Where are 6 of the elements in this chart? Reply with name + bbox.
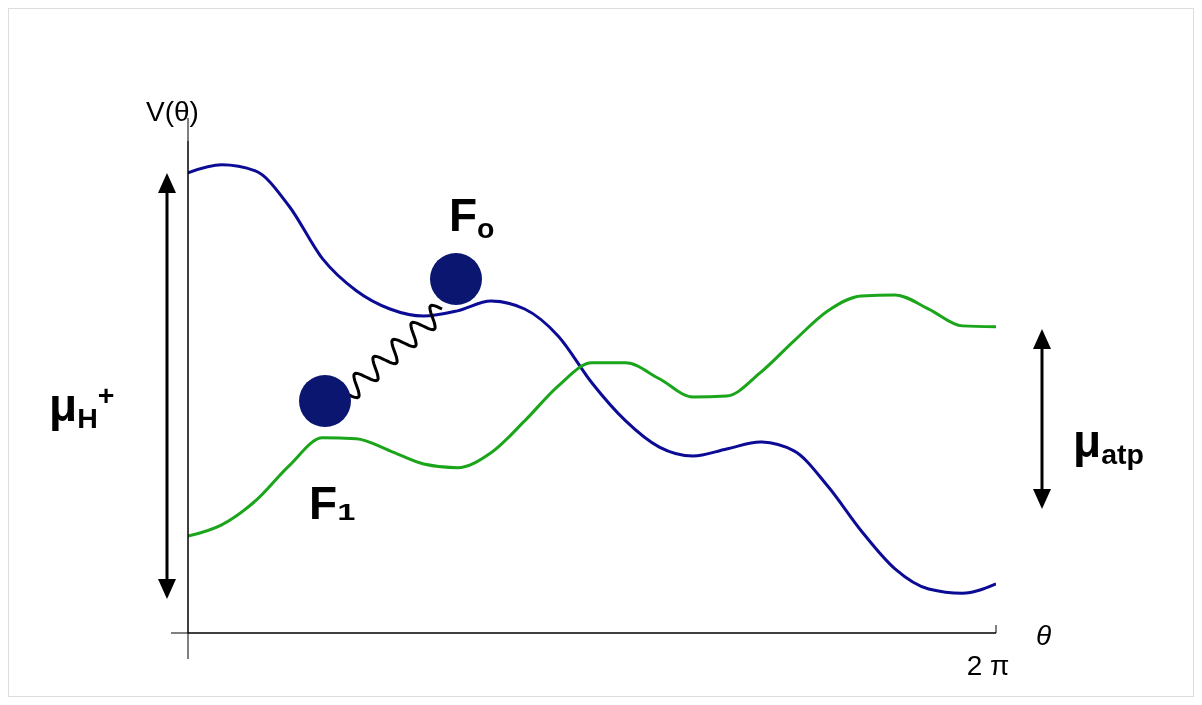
series-label: F$_{o}$: [449, 189, 495, 245]
text: 2 π: [966, 650, 1010, 681]
series-label: F₁: [309, 477, 357, 529]
text: μ$_{atp}$: [1073, 415, 1144, 471]
y-axis-title: V(θ): [146, 96, 199, 127]
x-axis-title: θ: [1036, 620, 1052, 651]
